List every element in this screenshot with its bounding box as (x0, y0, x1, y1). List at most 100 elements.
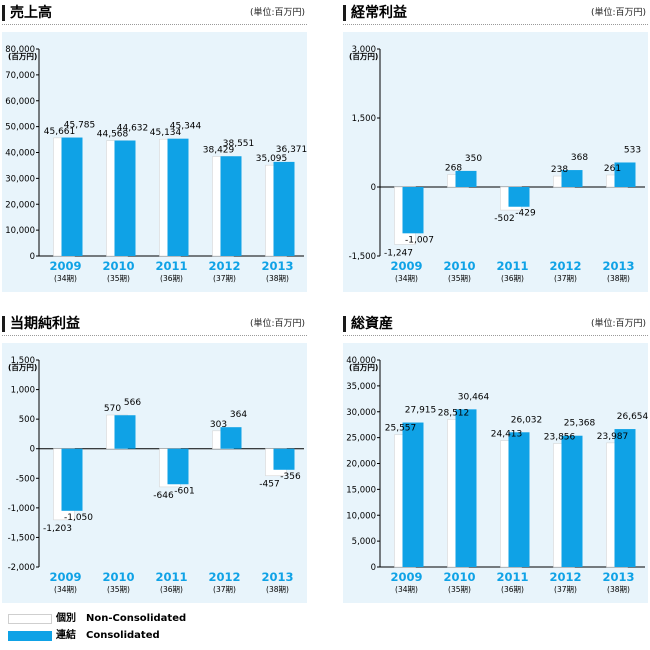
x-period-label: (35期) (448, 274, 471, 283)
data-label-non-consolidated: -1,203 (43, 524, 72, 534)
x-tick-label: 2013 (602, 570, 634, 584)
y-tick-label: 0 (371, 563, 376, 573)
x-period-label: (38期) (266, 585, 289, 594)
legend-swatch-consolidated (8, 631, 52, 641)
bar-consolidated (114, 415, 136, 449)
x-tick-label: 2009 (49, 259, 81, 273)
data-label-non-consolidated: 24,413 (491, 430, 523, 440)
title-marker (343, 316, 346, 332)
legend: 個別 Non-Consolidated 連結 Consolidated (8, 612, 208, 646)
data-label-non-consolidated: -646 (153, 491, 174, 501)
y-tick-label: 5,000 (352, 537, 376, 547)
y-unit-label: (百万円) (8, 52, 37, 61)
x-period-label: (36期) (501, 585, 524, 594)
x-tick-label: 2010 (443, 259, 475, 273)
y-tick-label: -500 (16, 474, 35, 484)
y-tick-label: 0 (30, 445, 35, 455)
x-tick-label: 2013 (261, 259, 293, 273)
y-tick-label: 1,500 (352, 114, 376, 124)
data-label-non-consolidated: 35,095 (256, 154, 288, 164)
bar-consolidated (402, 187, 424, 234)
plot-background (343, 343, 648, 603)
sales-chart: 0 10,000 20,000 30,000 40,000 50,000 60,000 70,… (5, 45, 308, 283)
x-tick-label: 2013 (261, 570, 293, 584)
chart-title: 当期純利益 (10, 316, 80, 332)
x-period-label: (36期) (501, 274, 524, 283)
legend-item-non-consolidated: 個別 Non-Consolidated (8, 612, 208, 626)
bar-consolidated (61, 448, 83, 511)
data-label-consolidated: 38,551 (223, 139, 255, 149)
y-tick-label: 20,000 (346, 460, 376, 470)
bar-consolidated (455, 170, 477, 187)
data-label-consolidated: 26,032 (511, 415, 543, 425)
x-tick-label: 2011 (155, 259, 187, 273)
data-label-consolidated: 36,371 (276, 145, 308, 155)
x-period-label: (36期) (160, 274, 183, 283)
bar-consolidated (273, 161, 295, 256)
data-label-non-consolidated: 238 (551, 165, 568, 175)
data-label-non-consolidated: -1,247 (384, 248, 413, 258)
x-period-label: (34期) (54, 585, 77, 594)
bar-consolidated (114, 140, 136, 256)
x-period-label: (36期) (160, 585, 183, 594)
data-label-non-consolidated: -457 (259, 480, 279, 490)
bar-consolidated (508, 432, 530, 567)
bar-consolidated (614, 429, 636, 567)
x-tick-label: 2013 (602, 259, 634, 273)
data-label-consolidated: 364 (230, 410, 247, 420)
x-period-label: (37期) (554, 585, 577, 594)
y-tick-label: 50,000 (5, 123, 35, 133)
y-tick-label: 60,000 (5, 97, 35, 107)
x-period-label: (34期) (395, 585, 418, 594)
data-label-consolidated: 45,344 (170, 122, 202, 132)
chart-panel-total-assets: 総資産 (単位:百万円) 0 5,000 10,000 15,000 20,000 25,… (343, 313, 649, 603)
data-label-consolidated: -356 (280, 472, 301, 482)
data-label-consolidated: 44,632 (117, 124, 149, 134)
x-period-label: (37期) (213, 585, 236, 594)
panel-header: 総資産 (単位:百万円) (343, 313, 648, 336)
x-tick-label: 2012 (549, 570, 581, 584)
data-label-consolidated: 30,464 (458, 392, 490, 402)
unit-label: (単位:百万円) (249, 319, 305, 329)
legend-label-en: Consolidated (86, 630, 160, 641)
data-label-non-consolidated: 38,429 (203, 146, 235, 156)
bar-consolidated (508, 187, 530, 207)
x-period-label: (37期) (554, 274, 577, 283)
data-label-consolidated: -1,007 (405, 235, 434, 245)
data-label-non-consolidated: 23,856 (544, 433, 576, 443)
y-tick-label: 20,000 (5, 200, 35, 210)
data-label-non-consolidated: 23,987 (597, 432, 629, 442)
total-assets-chart: 0 5,000 10,000 15,000 20,000 25,000 30,000 35,0… (346, 356, 648, 594)
y-tick-label: 80,000 (5, 45, 35, 55)
data-label-non-consolidated: 28,512 (438, 408, 470, 418)
x-tick-label: 2011 (496, 570, 528, 584)
x-period-label: (35期) (107, 274, 130, 283)
data-label-consolidated: -601 (174, 486, 194, 496)
data-label-consolidated: 27,915 (405, 406, 437, 416)
y-tick-label: 30,000 (346, 408, 376, 418)
x-period-label: (38期) (607, 274, 630, 283)
chart-title: 経常利益 (351, 5, 407, 21)
y-unit-label: (百万円) (349, 52, 378, 61)
y-tick-label: 35,000 (346, 382, 376, 392)
bar-consolidated (614, 162, 636, 187)
x-period-label: (38期) (607, 585, 630, 594)
x-period-label: (37期) (213, 274, 236, 283)
chart-title: 売上高 (10, 5, 52, 21)
bar-consolidated (273, 448, 295, 470)
plot-background (343, 32, 648, 292)
legend-label-jp: 個別 (56, 613, 76, 624)
chart-title: 総資産 (351, 316, 393, 332)
bar-consolidated (61, 137, 83, 256)
panel-header: 売上高 (単位:百万円) (2, 2, 307, 25)
y-tick-label: 10,000 (346, 511, 376, 521)
chart-panel-net-income: 当期純利益 (単位:百万円) -2,000 -1,500 -1,000 -500 0 50… (2, 313, 307, 603)
x-period-label: (35期) (107, 585, 130, 594)
data-label-consolidated: 368 (571, 153, 588, 163)
x-tick-label: 2010 (443, 570, 475, 584)
x-period-label: (38期) (266, 274, 289, 283)
bar-consolidated (455, 409, 477, 567)
data-label-non-consolidated: -502 (494, 214, 514, 224)
x-period-label: (35期) (448, 585, 471, 594)
data-label-consolidated: -429 (515, 209, 536, 219)
